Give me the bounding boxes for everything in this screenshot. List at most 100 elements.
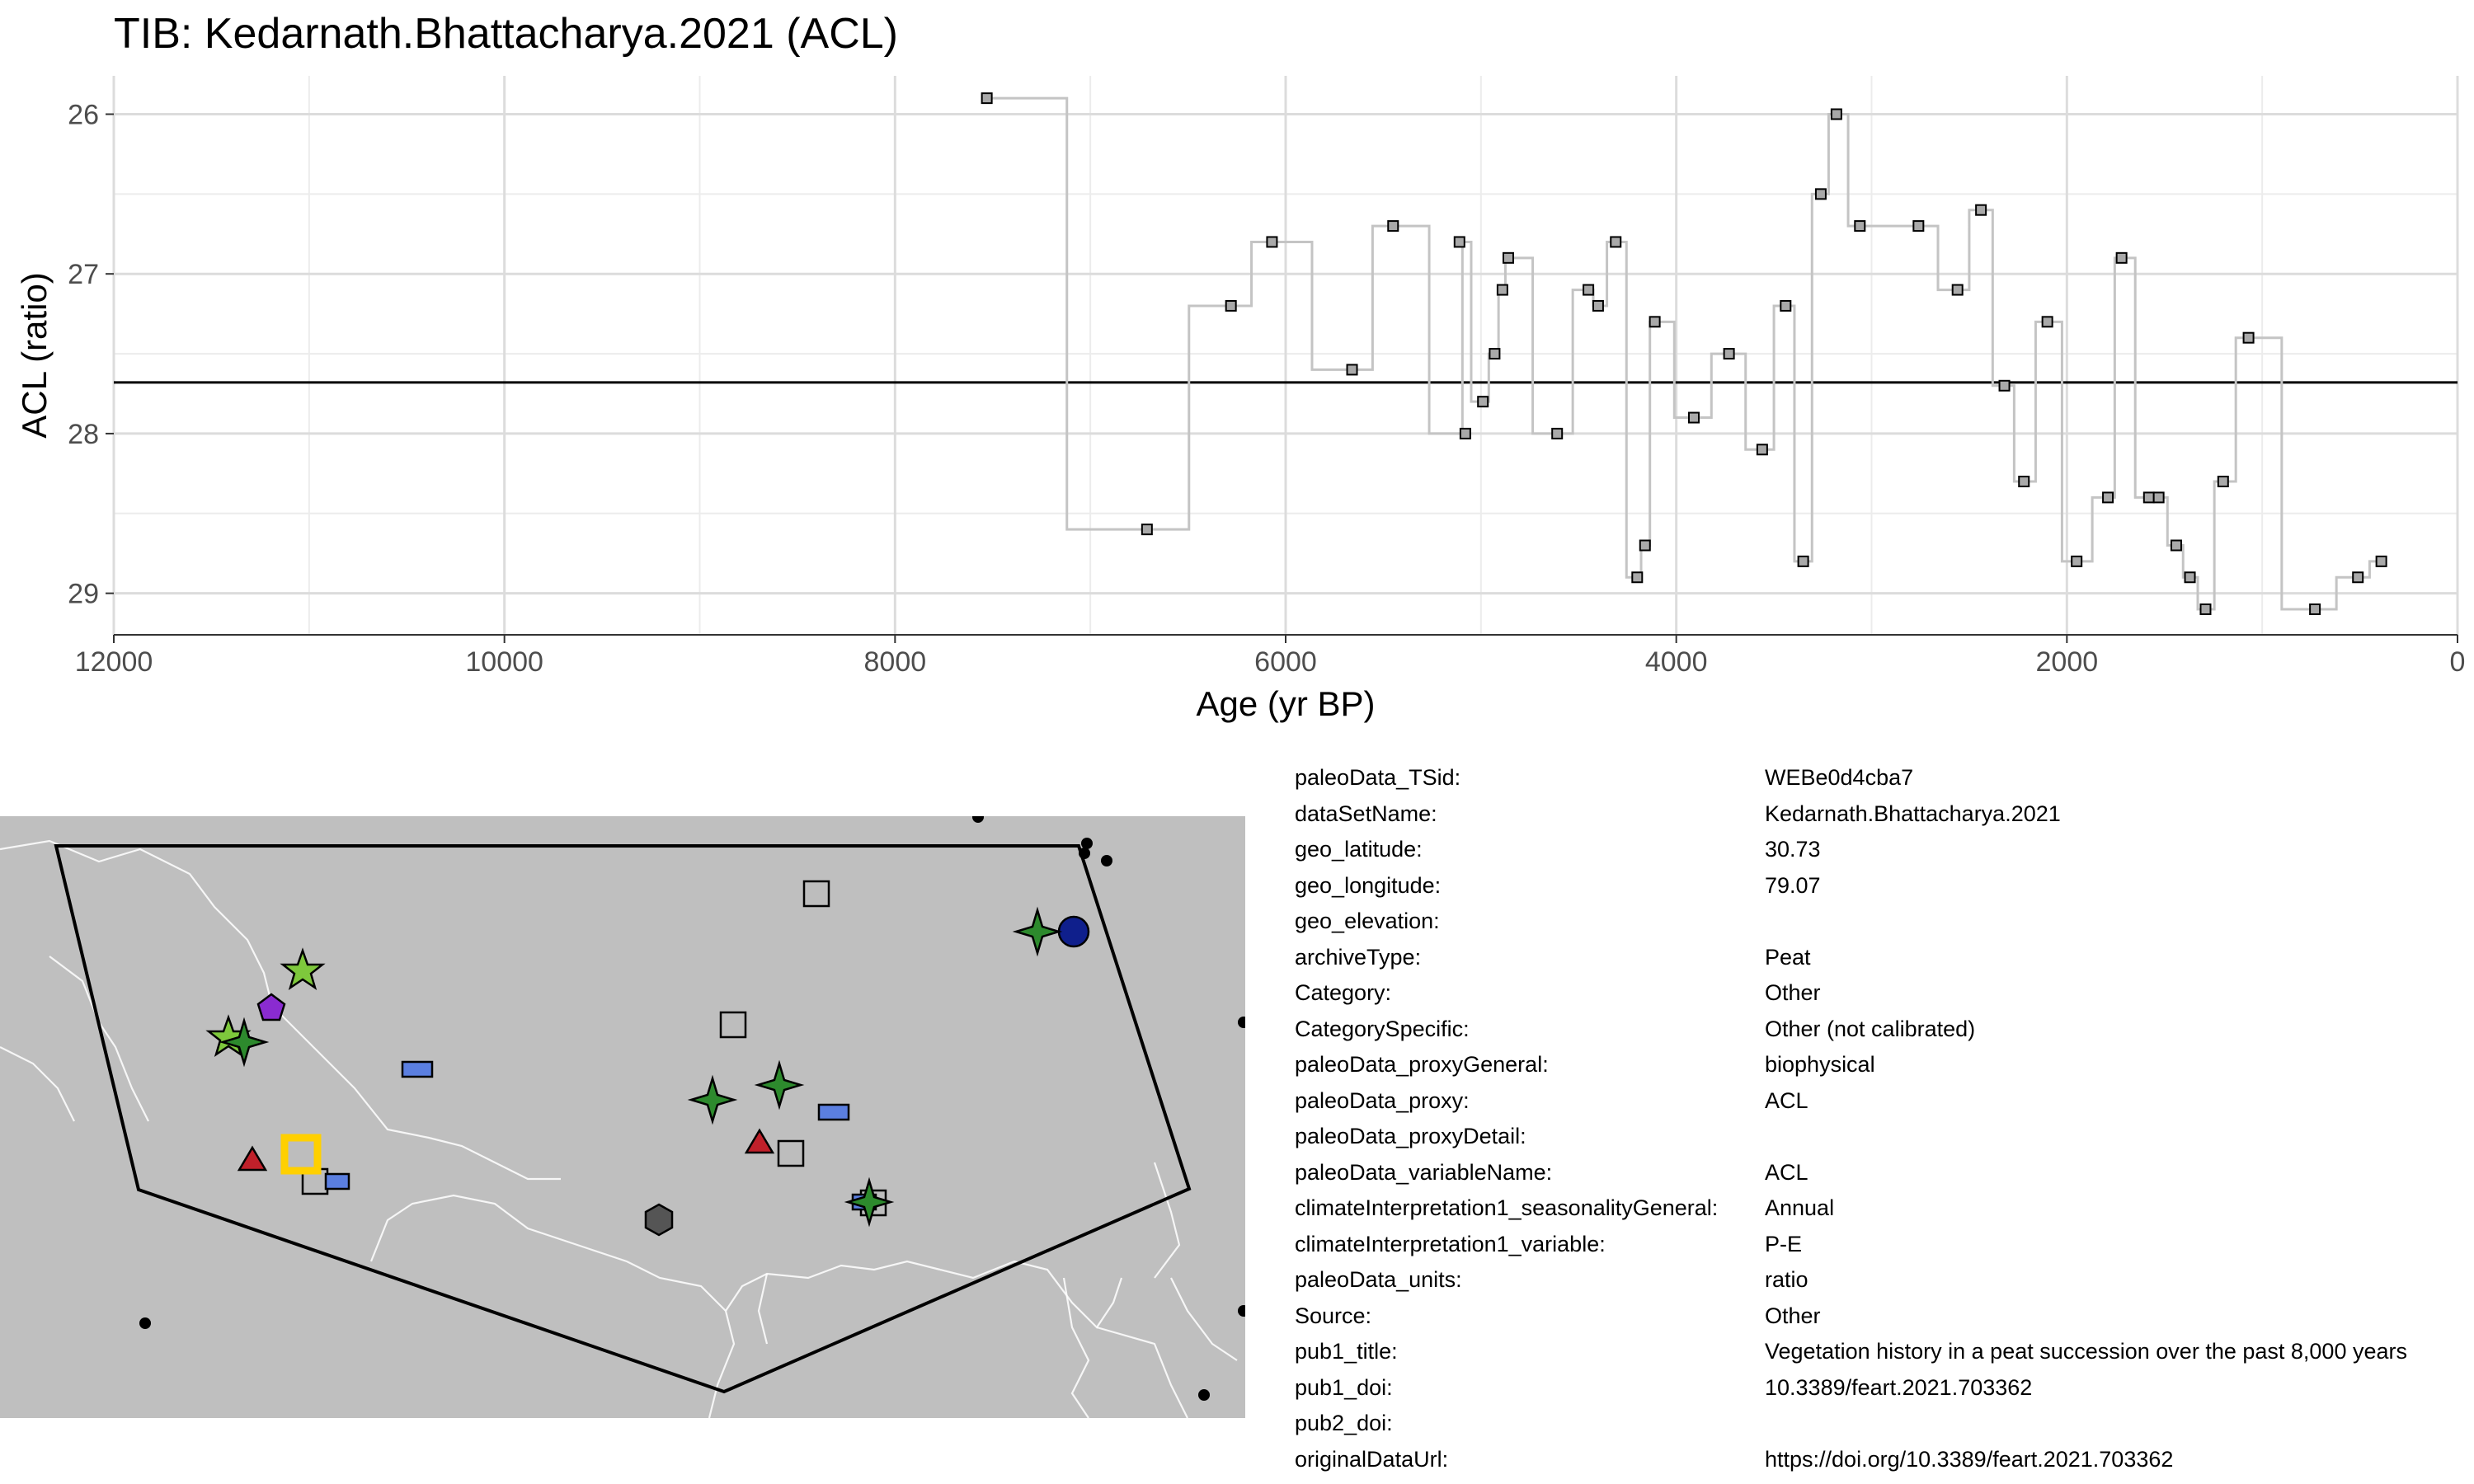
metadata-row: Source: Other — [1295, 1298, 2466, 1335]
metadata-row: Category: Other — [1295, 975, 2466, 1012]
site-blue-rect-marker — [324, 1172, 350, 1190]
site-four-point-star-marker — [844, 1176, 895, 1228]
site-hexagon-marker — [644, 1203, 674, 1237]
data-point — [2071, 555, 2083, 567]
data-point — [2199, 603, 2212, 616]
metadata-row: geo_elevation: — [1295, 904, 2466, 940]
data-point — [1830, 108, 1842, 120]
site-four-point-star-marker — [754, 1059, 805, 1111]
site-blue-rect-marker — [817, 1103, 850, 1121]
metadata-value: biophysical — [1765, 1052, 1875, 1078]
x-tick-label: 4000 — [1645, 646, 1708, 678]
metadata-key: paleoData_TSid: — [1295, 765, 1461, 791]
data-point — [1346, 364, 1358, 376]
data-point — [1649, 316, 1661, 328]
metadata-row: originalDataUrl: https://doi.org/10.3389/… — [1295, 1442, 2466, 1478]
site-four-point-star-marker — [1012, 906, 1063, 957]
metadata-value: P-E — [1765, 1231, 1803, 1256]
data-point — [1998, 379, 2011, 392]
data-point — [1387, 220, 1399, 232]
metadata-value: ACL — [1765, 1087, 1808, 1113]
data-point — [2217, 476, 2229, 488]
site-markers — [205, 880, 1090, 1237]
data-point — [1780, 299, 1792, 312]
metadata-row: paleoData_proxyDetail: — [1295, 1119, 2466, 1155]
site-blue-rect-marker — [401, 1060, 434, 1078]
site-pentagon-marker — [256, 993, 286, 1021]
data-point — [2018, 476, 2030, 488]
metadata-row: paleoData_proxyGeneral: biophysical — [1295, 1047, 2466, 1083]
metadata-row: pub2_doi: — [1295, 1406, 2466, 1442]
metadata-key: geo_longitude: — [1295, 872, 1442, 898]
outside-site-dots — [139, 816, 1245, 1401]
metadata-key: archiveType: — [1295, 944, 1422, 970]
metadata-row: climateInterpretation1_variable: P-E — [1295, 1227, 2466, 1263]
metadata-key: pub2_doi: — [1295, 1411, 1393, 1436]
data-point — [1723, 348, 1735, 360]
site-map — [0, 816, 1245, 1418]
metadata-key: Category: — [1295, 980, 1392, 1006]
metadata-row: dataSetName: Kedarnath.Bhattacharya.2021 — [1295, 796, 2466, 833]
data-points — [981, 92, 2387, 616]
data-point — [1687, 411, 1700, 424]
metadata-key: CategorySpecific: — [1295, 1016, 1470, 1041]
metadata-key: climateInterpretation1_variable: — [1295, 1231, 1606, 1256]
metadata-value: https://doi.org/10.3389/feart.2021.70336… — [1765, 1446, 2174, 1472]
metadata-key: paleoData_proxyDetail: — [1295, 1124, 1526, 1149]
metadata-key: geo_latitude: — [1295, 837, 1423, 862]
site-triangle-marker — [744, 1128, 775, 1154]
site-square-marker — [802, 880, 830, 908]
axes: 12000 10000 8000 6000 4000 2000 0 26 27 28 29 — [68, 99, 2465, 678]
data-point — [2142, 491, 2155, 504]
data-point — [1912, 220, 1925, 232]
data-point — [2102, 491, 2114, 504]
metadata-row: geo_longitude: 79.07 — [1295, 868, 2466, 904]
data-point — [1477, 396, 1489, 408]
data-point — [2352, 571, 2364, 584]
data-point — [981, 92, 993, 105]
data-point — [2309, 603, 2321, 616]
metadata-row: geo_latitude: 30.73 — [1295, 832, 2466, 868]
map-background — [0, 816, 1245, 1418]
x-tick-label: 0 — [2450, 646, 2466, 678]
data-point — [1975, 204, 1987, 216]
data-point — [1502, 251, 1514, 264]
y-tick-label: 29 — [68, 579, 99, 610]
site-triangle-marker — [237, 1145, 268, 1172]
chart-title: TIB: Kedarnath.Bhattacharya.2021 (ACL) — [114, 10, 898, 58]
metadata-value: ACL — [1765, 1159, 1808, 1185]
metadata-value: Other — [1765, 1303, 1821, 1328]
data-point — [1592, 299, 1604, 312]
data-point — [1631, 571, 1644, 584]
y-axis-label: ACL (ratio) — [15, 272, 54, 439]
metadata-value: WEBe0d4cba7 — [1765, 765, 1914, 791]
metadata-value: Other — [1765, 980, 1821, 1006]
y-tick-label: 26 — [68, 99, 99, 130]
current-site-highlight — [280, 1134, 322, 1175]
data-point — [1225, 299, 1237, 312]
metadata-key: originalDataUrl: — [1295, 1446, 1449, 1472]
x-tick-label: 10000 — [465, 646, 543, 678]
data-point — [2041, 316, 2053, 328]
data-point — [2115, 251, 2128, 264]
data-point — [2375, 555, 2387, 567]
data-point — [1453, 236, 1465, 248]
metadata-row: pub1_doi: 10.3389/feart.2021.703362 — [1295, 1370, 2466, 1407]
x-axis-label: Age (yr BP) — [1196, 684, 1375, 723]
metadata-key: paleoData_proxyGeneral: — [1295, 1052, 1549, 1078]
metadata-row: pub1_title: Vegetation history in a peat … — [1295, 1334, 2466, 1370]
metadata-value: 79.07 — [1765, 872, 1821, 898]
data-point — [2152, 491, 2165, 504]
data-point — [1496, 284, 1508, 296]
site-square-marker — [719, 1011, 747, 1039]
metadata-row: climateInterpretation1_seasonalityGenera… — [1295, 1190, 2466, 1227]
metadata-value: Peat — [1765, 944, 1811, 970]
metadata-value: Vegetation history in a peat succession … — [1765, 1339, 2407, 1364]
data-point — [2242, 331, 2255, 344]
metadata-value: Other (not calibrated) — [1765, 1016, 1976, 1041]
y-tick-label: 28 — [68, 419, 99, 450]
metadata-value: Kedarnath.Bhattacharya.2021 — [1765, 801, 2061, 826]
data-point — [1266, 236, 1278, 248]
data-point — [1489, 348, 1501, 360]
grid-lines — [112, 76, 2459, 635]
